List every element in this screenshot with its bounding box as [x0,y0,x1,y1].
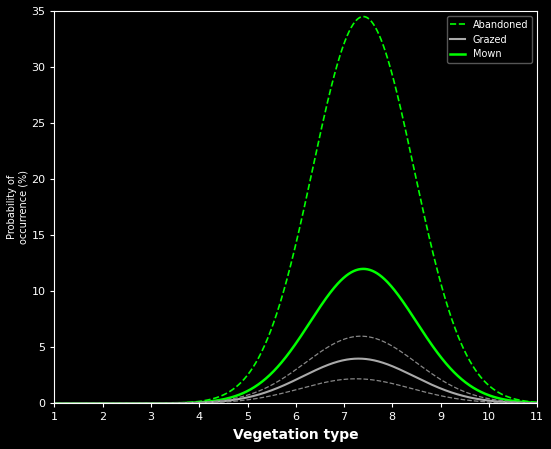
X-axis label: Vegetation type: Vegetation type [233,428,359,442]
Legend: Abandoned, Grazed, Mown: Abandoned, Grazed, Mown [446,16,532,63]
Y-axis label: Probability of
occurrence (%): Probability of occurrence (%) [7,170,29,244]
